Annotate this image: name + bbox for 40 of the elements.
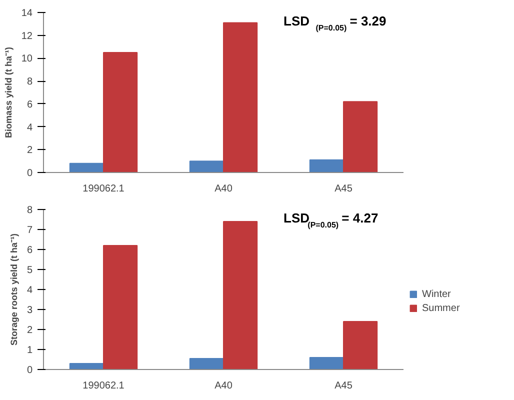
y-tick-label: 8 <box>26 76 33 88</box>
bar <box>343 321 378 370</box>
bar <box>103 245 138 370</box>
bar <box>189 160 224 172</box>
y-tick-label: 7 <box>26 225 33 236</box>
legend-label: Winter <box>422 288 451 300</box>
y-tick-label: 14 <box>21 8 33 19</box>
y-tick-label: 6 <box>26 245 33 256</box>
y-tick-label: 4 <box>26 122 33 134</box>
y-tick-label: 0 <box>26 168 33 179</box>
y-tick-label: 4 <box>26 285 33 296</box>
bar <box>189 358 224 370</box>
bar <box>69 363 104 370</box>
y-axis-title: Storage roots yield (t ha⁻¹) <box>8 233 19 346</box>
y-tick-label: 5 <box>26 265 33 276</box>
y-tick-label: 12 <box>21 30 33 42</box>
legend-label: Summer <box>422 302 460 314</box>
bar <box>343 101 378 172</box>
bar <box>223 22 258 172</box>
x-tick-label: A45 <box>334 380 353 392</box>
x-tick-label: 199062.1 <box>82 184 125 194</box>
bar <box>309 357 344 370</box>
x-tick-label: A40 <box>214 184 233 194</box>
y-tick-label: 6 <box>26 99 33 110</box>
y-tick-label: 0 <box>26 365 33 376</box>
x-tick-label: A45 <box>334 184 353 194</box>
x-tick-label: 199062.1 <box>82 380 125 392</box>
y-tick-label: 2 <box>26 325 33 336</box>
x-tick-label: A40 <box>214 380 233 392</box>
bar <box>309 159 344 172</box>
y-tick-label: 8 <box>26 205 33 216</box>
y-tick-label: 10 <box>21 54 33 65</box>
y-tick-label: 1 <box>26 345 33 356</box>
y-tick-label: 3 <box>26 305 33 316</box>
y-tick-label: 2 <box>26 145 33 156</box>
bar <box>103 52 138 172</box>
annotation: LSD (P=0.05)= 3.29 <box>284 14 386 32</box>
y-axis-title: Biomass yield (t ha⁻¹) <box>3 46 14 138</box>
bar <box>223 221 258 370</box>
bar <box>69 162 104 172</box>
